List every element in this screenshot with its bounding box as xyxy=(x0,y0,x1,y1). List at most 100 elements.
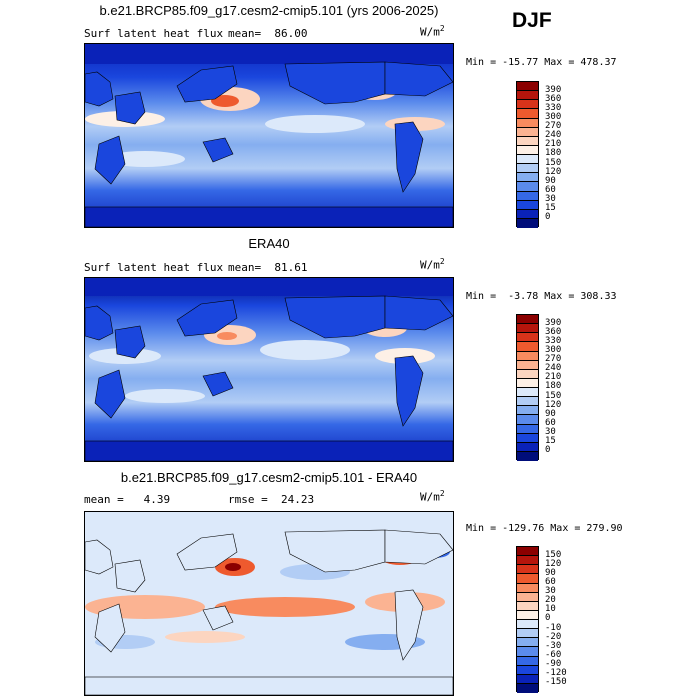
colorbar-segment xyxy=(517,209,538,219)
panel-minmax-diff: Min = -129.76 Max = 279.90 xyxy=(466,523,623,534)
map-diff xyxy=(84,511,454,696)
colorbar-tick-label: -150 xyxy=(545,677,567,688)
colorbar-segment xyxy=(517,656,538,666)
colorbar-tick-label: -30 xyxy=(545,640,562,651)
colorbar-segment xyxy=(517,683,538,693)
colorbar-segment xyxy=(517,610,538,620)
colorbar-tick-label: 120 xyxy=(545,558,562,569)
panel-minmax-obs: Min = -3.78 Max = 308.33 xyxy=(466,291,617,302)
colorbar-segment xyxy=(517,574,538,584)
panel-rmse-label-diff: rmse = 24.23 xyxy=(228,493,315,506)
colorbar-tick-label: 390 xyxy=(545,84,562,95)
colorbar-segment xyxy=(517,145,538,155)
colorbar-tick-label: 150 xyxy=(545,390,562,401)
panel-variable-label-obs: Surf latent heat flux xyxy=(84,261,224,274)
colorbar-tick-label: 180 xyxy=(545,148,562,159)
colorbar-tick-label: 330 xyxy=(545,335,562,346)
colorbar-segment xyxy=(517,665,538,675)
map-model xyxy=(84,43,454,228)
colorbar-segment xyxy=(517,118,538,128)
colorbar-tick-label: 120 xyxy=(545,399,562,410)
colorbar-segment xyxy=(517,82,538,92)
colorbar-tick-label: -10 xyxy=(545,622,562,633)
colorbar-segment xyxy=(517,369,538,379)
panel-title-diff: b.e21.BRCP85.f09_g17.cesm2-cmip5.101 - E… xyxy=(120,470,418,485)
colorbar-segment xyxy=(517,127,538,137)
colorbar-tick-label: 300 xyxy=(545,344,562,355)
colorbar-tick-label: 240 xyxy=(545,363,562,374)
colorbar-tick-label: -60 xyxy=(545,649,562,660)
season-label: DJF xyxy=(512,9,552,32)
panel-units-model: W/m2 xyxy=(420,24,445,39)
colorbar-segment xyxy=(517,342,538,352)
panel-mean-label-obs: mean= 81.61 xyxy=(228,261,308,274)
colorbar-tick-label: 20 xyxy=(545,595,556,606)
colorbar-tick-label: 210 xyxy=(545,139,562,150)
colorbar-segment xyxy=(517,406,538,416)
colorbar-segment xyxy=(517,583,538,593)
colorbar-ticks-obs: 390 360 330 300 270 240 210 180 150 120 … xyxy=(545,314,585,460)
colorbar-tick-label: 60 xyxy=(545,417,556,428)
colorbar-ticks-model: 390 360 330 300 270 240 210 180 150 120 … xyxy=(545,81,585,227)
colorbar-segment xyxy=(517,592,538,602)
colorbar-segment xyxy=(517,200,538,210)
colorbar-segment xyxy=(517,442,538,452)
colorbar-segment xyxy=(517,91,538,101)
colorbar-segment xyxy=(517,620,538,630)
colorbar-segment xyxy=(517,333,538,343)
colorbar-tick-label: 240 xyxy=(545,130,562,141)
colorbar-tick-label: 360 xyxy=(545,93,562,104)
colorbar-tick-label: 120 xyxy=(545,166,562,177)
panel-variable-label-model: Surf latent heat flux xyxy=(84,27,224,40)
colorbar-tick-label: 60 xyxy=(545,184,556,195)
colorbar-segment xyxy=(517,136,538,146)
map-obs xyxy=(84,277,454,462)
colorbar-model xyxy=(516,81,539,228)
colorbar-tick-label: 270 xyxy=(545,121,562,131)
colorbar-tick-label: 210 xyxy=(545,372,562,383)
panel-title-obs: ERA40 xyxy=(248,236,290,251)
colorbar-segment xyxy=(517,415,538,425)
colorbar-segment xyxy=(517,109,538,119)
colorbar-tick-label: 30 xyxy=(545,194,556,204)
colorbar-tick-label: 360 xyxy=(545,326,562,337)
colorbar-tick-label: 30 xyxy=(545,586,556,596)
colorbar-tick-label: 0 xyxy=(545,212,551,223)
colorbar-obs xyxy=(516,314,539,461)
colorbar-segment xyxy=(517,451,538,461)
colorbar-tick-label: 60 xyxy=(545,576,556,587)
colorbar-segment xyxy=(517,360,538,370)
colorbar-tick-label: 150 xyxy=(545,549,562,560)
colorbar-segment xyxy=(517,647,538,657)
colorbar-tick-label: -20 xyxy=(545,631,562,642)
colorbar-segment xyxy=(517,164,538,174)
colorbar-tick-label: 30 xyxy=(545,427,556,437)
colorbar-segment xyxy=(517,638,538,648)
colorbar-tick-label: 90 xyxy=(545,567,556,578)
colorbar-segment xyxy=(517,155,538,165)
colorbar-tick-label: 90 xyxy=(545,175,556,186)
colorbar-segment xyxy=(517,674,538,684)
colorbar-tick-label: 90 xyxy=(545,408,556,419)
colorbar-segment xyxy=(517,629,538,639)
colorbar-tick-label: -120 xyxy=(545,668,567,679)
colorbar-segment xyxy=(517,547,538,557)
colorbar-segment xyxy=(517,324,538,334)
colorbar-segment xyxy=(517,601,538,611)
colorbar-segment xyxy=(517,100,538,110)
colorbar-tick-label: 15 xyxy=(545,436,556,447)
colorbar-segment xyxy=(517,424,538,434)
colorbar-tick-label: 10 xyxy=(545,604,556,615)
colorbar-segment xyxy=(517,218,538,228)
colorbar-tick-label: 390 xyxy=(545,317,562,328)
colorbar-segment xyxy=(517,565,538,575)
colorbar-segment xyxy=(517,433,538,443)
colorbar-segment xyxy=(517,191,538,201)
colorbar-segment xyxy=(517,173,538,183)
colorbar-segment xyxy=(517,315,538,325)
panel-mean-label-diff: mean = 4.39 xyxy=(84,493,171,506)
colorbar-ticks-diff: 150 120 90 60 30 20 10 0 -10 -20 -30 -60… xyxy=(545,546,585,692)
colorbar-tick-label: 330 xyxy=(545,102,562,113)
colorbar-tick-label: 300 xyxy=(545,111,562,122)
colorbar-segment xyxy=(517,397,538,407)
